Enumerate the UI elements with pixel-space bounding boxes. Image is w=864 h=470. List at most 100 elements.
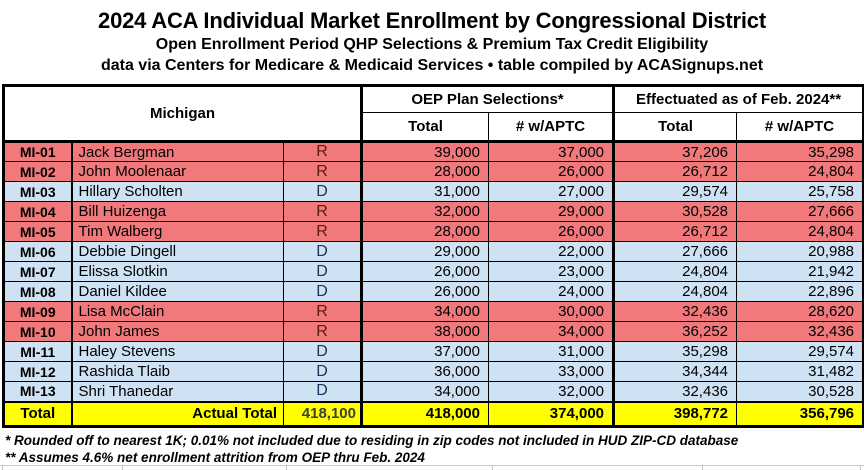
col-header-oep-total: Total — [361, 112, 489, 143]
party-cell: D — [283, 181, 363, 202]
eff-aptc-cell: 27,666 — [736, 201, 864, 222]
district-cell: MI-12 — [3, 361, 73, 382]
title-block: 2024 ACA Individual Market Enrollment by… — [0, 0, 864, 76]
rep-name-cell: Lisa McClain — [71, 301, 284, 322]
group-header-effectuated: Effectuated as of Feb. 2024** — [613, 85, 864, 113]
oep-total-cell: 32,000 — [361, 201, 489, 222]
rep-name-cell: John Moolenaar — [71, 161, 284, 182]
spreadsheet-gridline-remnant — [0, 465, 864, 470]
district-cell: MI-01 — [3, 141, 73, 162]
eff-total-cell: 26,712 — [613, 221, 738, 242]
table-row-mi-05: MI-05 Tim Walberg R 28,000 26,000 26,712… — [3, 221, 864, 242]
rep-name-cell: Jack Bergman — [71, 141, 284, 162]
actual-total-label: Actual Total — [71, 400, 284, 427]
eff-aptc-cell: 29,574 — [736, 341, 864, 362]
group-header-oep: OEP Plan Selections* — [360, 85, 616, 113]
rep-name-cell: Hillary Scholten — [71, 181, 284, 202]
eff-aptc-cell: 22,896 — [736, 281, 864, 302]
party-cell: D — [283, 261, 363, 282]
rep-name-cell: Debbie Dingell — [71, 241, 284, 262]
oep-aptc-cell: 22,000 — [487, 241, 616, 262]
eff-aptc-cell: 30,528 — [736, 381, 864, 402]
party-cell: R — [283, 201, 363, 222]
oep-total-cell: 31,000 — [361, 181, 489, 202]
eff-total-cell: 29,574 — [613, 181, 738, 202]
district-cell: MI-10 — [3, 321, 73, 342]
party-cell: D — [283, 381, 363, 402]
oep-aptc-cell: 37,000 — [487, 141, 616, 162]
party-cell: R — [283, 321, 363, 342]
table-row-mi-03: MI-03 Hillary Scholten D 31,000 27,000 2… — [3, 181, 864, 202]
rep-name-cell: Daniel Kildee — [71, 281, 284, 302]
party-cell: R — [283, 141, 363, 162]
party-cell: D — [283, 341, 363, 362]
oep-total-cell: 38,000 — [361, 321, 489, 342]
eff-total-cell: 36,252 — [613, 321, 738, 342]
col-header-oep-aptc: # w/APTC — [487, 112, 616, 143]
eff-aptc-cell: 21,942 — [736, 261, 864, 282]
rep-name-cell: Haley Stevens — [71, 341, 284, 362]
rep-name-cell: Elissa Slotkin — [71, 261, 284, 282]
eff-total-cell: 26,712 — [613, 161, 738, 182]
district-cell: MI-08 — [3, 281, 73, 302]
total-oep-aptc: 374,000 — [487, 400, 616, 427]
rep-name-cell: John James — [71, 321, 284, 342]
rep-name-cell: Bill Huizenga — [71, 201, 284, 222]
party-cell: D — [283, 241, 363, 262]
state-header: Michigan — [3, 85, 363, 143]
oep-aptc-cell: 34,000 — [487, 321, 616, 342]
oep-total-cell: 28,000 — [361, 161, 489, 182]
eff-total-cell: 34,344 — [613, 361, 738, 382]
oep-aptc-cell: 31,000 — [487, 341, 616, 362]
district-cell: MI-04 — [3, 201, 73, 222]
oep-total-cell: 26,000 — [361, 281, 489, 302]
eff-total-cell: 27,666 — [613, 241, 738, 262]
total-oep-total: 418,000 — [361, 400, 489, 427]
oep-aptc-cell: 30,000 — [487, 301, 616, 322]
total-eff-aptc: 356,796 — [736, 400, 864, 427]
eff-total-cell: 32,436 — [613, 301, 738, 322]
district-cell: MI-11 — [3, 341, 73, 362]
col-header-eff-aptc: # w/APTC — [736, 112, 864, 143]
oep-total-cell: 36,000 — [361, 361, 489, 382]
table-row-mi-08: MI-08 Daniel Kildee D 26,000 24,000 24,8… — [3, 281, 864, 302]
party-cell: R — [283, 221, 363, 242]
sub-header-row: Total # w/APTC Total # w/APTC — [4, 112, 864, 143]
actual-total-value: 418,100 — [283, 400, 363, 427]
oep-aptc-cell: 33,000 — [487, 361, 616, 382]
footnote-1: * Rounded off to nearest 1K; 0.01% not i… — [5, 433, 739, 448]
page-subtitle-2: data via Centers for Medicare & Medicaid… — [100, 57, 764, 74]
total-eff-total: 398,772 — [613, 400, 738, 427]
table-row-mi-04: MI-04 Bill Huizenga R 32,000 29,000 30,5… — [3, 201, 864, 222]
party-cell: R — [283, 301, 363, 322]
oep-total-cell: 39,000 — [361, 141, 489, 162]
eff-aptc-cell: 28,620 — [736, 301, 864, 322]
eff-aptc-cell: 31,482 — [736, 361, 864, 382]
district-cell: MI-13 — [3, 381, 73, 402]
eff-total-cell: 30,528 — [613, 201, 738, 222]
total-label: Total — [3, 400, 73, 427]
table-row-mi-11: MI-11 Haley Stevens D 37,000 31,000 35,2… — [3, 341, 864, 362]
table-row-mi-13: MI-13 Shri Thanedar D 34,000 32,000 32,4… — [3, 381, 864, 402]
eff-total-cell: 24,804 — [613, 261, 738, 282]
district-cell: MI-02 — [3, 161, 73, 182]
oep-total-cell: 34,000 — [361, 301, 489, 322]
group-header-row: Michigan OEP Plan Selections* Effectuate… — [3, 85, 864, 143]
eff-total-cell: 24,804 — [613, 281, 738, 302]
district-cell: MI-09 — [3, 301, 73, 322]
eff-aptc-cell: 32,436 — [736, 321, 864, 342]
oep-aptc-cell: 24,000 — [487, 281, 616, 302]
table-row-mi-01: MI-01 Jack Bergman R 39,000 37,000 37,20… — [3, 141, 864, 162]
oep-aptc-cell: 32,000 — [487, 381, 616, 402]
page-title: 2024 ACA Individual Market Enrollment by… — [98, 8, 766, 33]
footnotes: * Rounded off to nearest 1K; 0.01% not i… — [5, 432, 864, 466]
table-row-mi-06: MI-06 Debbie Dingell D 29,000 22,000 27,… — [3, 241, 864, 262]
party-cell: R — [283, 161, 363, 182]
eff-aptc-cell: 20,988 — [736, 241, 864, 262]
eff-aptc-cell: 24,804 — [736, 221, 864, 242]
oep-total-cell: 29,000 — [361, 241, 489, 262]
rep-name-cell: Tim Walberg — [71, 221, 284, 242]
district-cell: MI-06 — [3, 241, 73, 262]
district-cell: MI-05 — [3, 221, 73, 242]
table-row-mi-02: MI-02 John Moolenaar R 28,000 26,000 26,… — [3, 161, 864, 182]
